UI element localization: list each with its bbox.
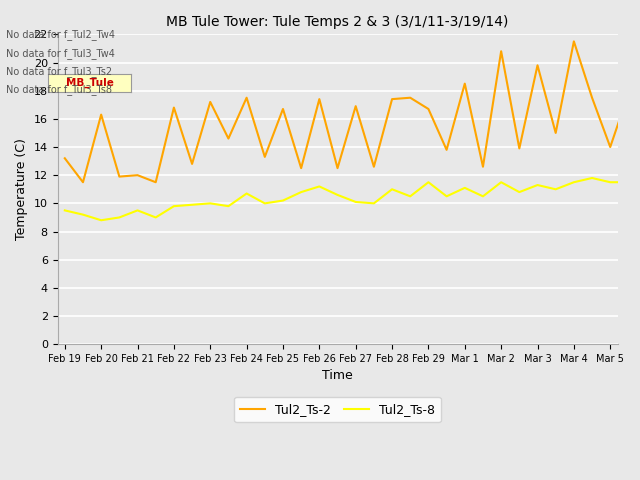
Tul2_Ts-8 [625, 180, 632, 185]
Tul2_Ts-8 [279, 198, 287, 204]
Tul2_Ts-2 [152, 180, 159, 185]
Text: No data for f_Tul2_Tw4: No data for f_Tul2_Tw4 [6, 30, 115, 40]
Tul2_Ts-2 [406, 95, 414, 101]
Tul2_Ts-8 [170, 204, 178, 209]
Tul2_Ts-2 [515, 145, 523, 151]
Text: No data for f_Tul3_Ts8: No data for f_Tul3_Ts8 [6, 84, 113, 95]
Text: No data for f_Tul3_Tw4: No data for f_Tul3_Tw4 [6, 48, 115, 59]
Tul2_Ts-8 [570, 180, 578, 185]
Tul2_Ts-8 [497, 180, 505, 185]
Tul2_Ts-2 [606, 144, 614, 150]
Tul2_Ts-2 [552, 130, 559, 136]
Tul2_Ts-8 [298, 189, 305, 195]
Line: Tul2_Ts-2: Tul2_Ts-2 [65, 41, 640, 226]
Tul2_Ts-8 [261, 201, 269, 206]
Tul2_Ts-8 [370, 201, 378, 206]
Tul2_Ts-8 [515, 189, 523, 195]
Tul2_Ts-8 [424, 180, 432, 185]
Tul2_Ts-8 [207, 201, 214, 206]
Legend: Tul2_Ts-2, Tul2_Ts-8: Tul2_Ts-2, Tul2_Ts-8 [234, 397, 441, 422]
Tul2_Ts-8 [79, 212, 87, 217]
Tul2_Ts-2 [298, 165, 305, 171]
Tul2_Ts-8 [606, 180, 614, 185]
Tul2_Ts-2 [316, 96, 323, 102]
Tul2_Ts-2 [388, 96, 396, 102]
Tul2_Ts-8 [115, 215, 123, 220]
Tul2_Ts-2 [225, 136, 232, 142]
Line: Tul2_Ts-8: Tul2_Ts-8 [65, 178, 640, 220]
Tul2_Ts-8 [61, 207, 68, 213]
Tul2_Ts-2 [424, 106, 432, 112]
Tul2_Ts-8 [188, 202, 196, 208]
Tul2_Ts-2 [188, 161, 196, 167]
Tul2_Ts-8 [443, 193, 451, 199]
Tul2_Ts-2 [625, 91, 632, 96]
Tul2_Ts-8 [406, 193, 414, 199]
Tul2_Ts-8 [552, 186, 559, 192]
Tul2_Ts-8 [534, 182, 541, 188]
Tul2_Ts-8 [388, 186, 396, 192]
Text: No data for f_Tul3_Ts2: No data for f_Tul3_Ts2 [6, 66, 113, 77]
Tul2_Ts-2 [170, 105, 178, 110]
Tul2_Ts-2 [570, 38, 578, 44]
Tul2_Ts-8 [588, 175, 596, 181]
Tul2_Ts-8 [479, 193, 487, 199]
Y-axis label: Temperature (C): Temperature (C) [15, 138, 28, 240]
Tul2_Ts-8 [225, 204, 232, 209]
Tul2_Ts-2 [243, 95, 250, 101]
Tul2_Ts-2 [97, 112, 105, 118]
Tul2_Ts-2 [534, 62, 541, 68]
Tul2_Ts-8 [243, 191, 250, 196]
Tul2_Ts-8 [333, 192, 341, 198]
Tul2_Ts-2 [134, 172, 141, 178]
Tul2_Ts-8 [97, 217, 105, 223]
Title: MB Tule Tower: Tule Temps 2 & 3 (3/1/11-3/19/14): MB Tule Tower: Tule Temps 2 & 3 (3/1/11-… [166, 15, 509, 29]
Tul2_Ts-8 [316, 183, 323, 189]
Tul2_Ts-2 [279, 106, 287, 112]
Tul2_Ts-8 [352, 199, 360, 205]
Tul2_Ts-8 [152, 215, 159, 220]
Text: MB_Tule: MB_Tule [66, 78, 113, 88]
Tul2_Ts-2 [588, 95, 596, 101]
Tul2_Ts-2 [497, 48, 505, 54]
Tul2_Ts-2 [461, 81, 468, 86]
Tul2_Ts-8 [134, 207, 141, 213]
Tul2_Ts-8 [461, 185, 468, 191]
Tul2_Ts-2 [352, 103, 360, 109]
Tul2_Ts-2 [79, 180, 87, 185]
Tul2_Ts-2 [333, 165, 341, 171]
Tul2_Ts-2 [115, 174, 123, 180]
Tul2_Ts-2 [370, 164, 378, 169]
X-axis label: Time: Time [322, 370, 353, 383]
Tul2_Ts-2 [207, 99, 214, 105]
Tul2_Ts-2 [443, 147, 451, 153]
Tul2_Ts-2 [261, 154, 269, 160]
Tul2_Ts-2 [61, 156, 68, 161]
Tul2_Ts-2 [479, 164, 487, 169]
